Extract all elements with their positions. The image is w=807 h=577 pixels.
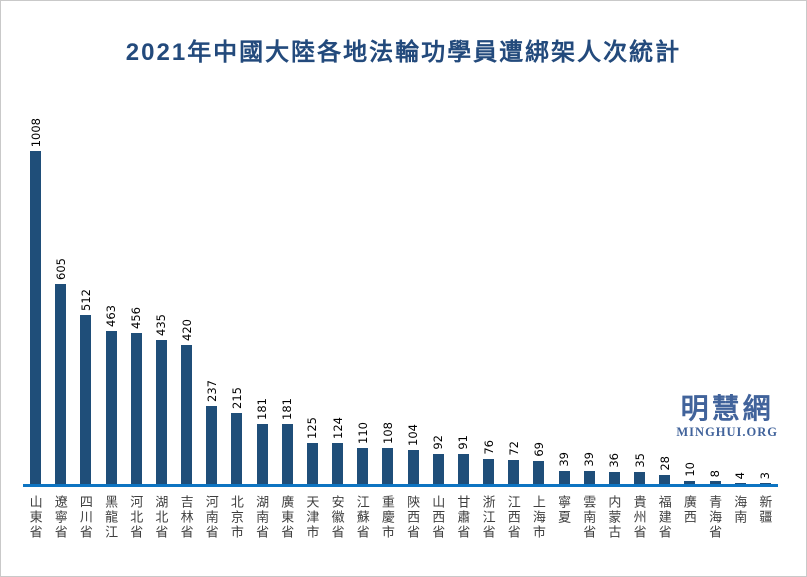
category-label: 新疆 xyxy=(757,495,773,525)
bar-value-label: 420 xyxy=(179,319,194,341)
category-label: 雲南省 xyxy=(581,495,597,540)
bar xyxy=(759,483,771,484)
category-label: 廣西 xyxy=(681,495,697,525)
bar xyxy=(734,483,746,484)
minghui-logo-text: 明慧網 xyxy=(680,393,774,424)
category-label: 河南省 xyxy=(203,495,219,540)
category-label: 四川省 xyxy=(77,495,93,540)
chart-title: 2021年中國大陸各地法輪功學員遭綁架人次統計 xyxy=(125,39,682,66)
category-label: 浙江省 xyxy=(480,495,496,540)
bar-value-label: 181 xyxy=(280,398,295,420)
bar xyxy=(558,471,570,484)
bar-value-label: 181 xyxy=(255,398,270,420)
x-axis-line xyxy=(23,484,778,487)
bar xyxy=(483,459,495,484)
category-label: 湖北省 xyxy=(153,495,169,540)
bar xyxy=(432,454,444,484)
bar xyxy=(684,481,696,484)
bar xyxy=(231,413,243,484)
category-label: 山西省 xyxy=(430,495,446,540)
bar xyxy=(256,424,268,484)
category-label: 甘肅省 xyxy=(455,495,471,540)
bar-value-label: 1008 xyxy=(28,117,43,147)
bar xyxy=(382,448,394,484)
bar xyxy=(608,472,620,484)
bar xyxy=(105,331,117,484)
bar-value-label: 108 xyxy=(380,422,395,444)
bar-value-label: 28 xyxy=(657,456,672,471)
bar-value-label: 76 xyxy=(481,440,496,455)
bar xyxy=(332,443,344,484)
bar xyxy=(130,333,142,484)
category-label: 湖南省 xyxy=(254,495,270,540)
bar xyxy=(634,472,646,484)
bar-value-label: 456 xyxy=(129,307,144,329)
bar-value-label: 237 xyxy=(204,380,219,402)
category-label: 寧夏 xyxy=(556,495,572,525)
category-label: 北京市 xyxy=(228,495,244,540)
bar-value-label: 435 xyxy=(154,314,169,336)
bar-value-label: 463 xyxy=(104,305,119,327)
category-label: 江蘇省 xyxy=(354,495,370,540)
bar-value-label: 104 xyxy=(406,424,421,446)
category-label: 河北省 xyxy=(128,495,144,540)
bar-value-label: 10 xyxy=(682,462,697,477)
bar-value-label: 69 xyxy=(531,442,546,457)
bar xyxy=(533,461,545,484)
bar xyxy=(55,284,67,484)
bar xyxy=(508,460,520,484)
bar-value-label: 8 xyxy=(708,469,723,477)
bar-value-label: 4 xyxy=(733,471,748,479)
category-label: 黑龍江 xyxy=(103,495,119,540)
category-label: 青海省 xyxy=(707,495,723,540)
category-label: 重慶市 xyxy=(379,495,395,540)
bar xyxy=(206,406,218,484)
bar xyxy=(357,448,369,484)
category-label: 山東省 xyxy=(27,495,43,540)
category-label: 福建省 xyxy=(656,495,672,540)
bar xyxy=(281,424,293,484)
category-label: 江西省 xyxy=(505,495,521,540)
category-label: 安徽省 xyxy=(329,495,345,540)
category-label: 廣東省 xyxy=(279,495,295,540)
bar-value-label: 39 xyxy=(557,452,572,467)
bar-value-label: 124 xyxy=(330,417,345,439)
bar xyxy=(181,345,193,484)
bar-value-label: 110 xyxy=(355,422,370,444)
bar xyxy=(659,475,671,484)
bar-value-label: 92 xyxy=(431,435,446,450)
category-label: 陝西省 xyxy=(405,495,421,540)
category-label: 海南 xyxy=(732,495,748,525)
bar-value-label: 215 xyxy=(229,387,244,409)
bar xyxy=(583,471,595,484)
bar-value-label: 91 xyxy=(456,435,471,450)
category-label: 遼寧省 xyxy=(52,495,68,540)
bar xyxy=(30,151,42,484)
bar xyxy=(80,315,92,484)
bar xyxy=(709,481,721,484)
category-label: 上海市 xyxy=(530,495,546,540)
bar xyxy=(155,340,167,484)
bar xyxy=(457,454,469,484)
category-label: 天津市 xyxy=(304,495,320,540)
bar-value-label: 35 xyxy=(632,453,647,468)
bar-value-label: 125 xyxy=(305,417,320,439)
minghui-watermark: 明慧網 MINGHUI.ORG xyxy=(676,393,778,440)
bar-value-label: 3 xyxy=(758,471,773,479)
bar xyxy=(306,443,318,484)
category-label: 吉林省 xyxy=(178,495,194,540)
bar-value-label: 72 xyxy=(506,441,521,456)
bar-value-label: 512 xyxy=(78,289,93,311)
minghui-site-url: MINGHUI.ORG xyxy=(676,425,778,439)
bar xyxy=(407,450,419,484)
category-label: 内蒙古 xyxy=(606,495,622,540)
bar-value-label: 39 xyxy=(582,452,597,467)
bar-value-label: 36 xyxy=(607,453,622,468)
category-label: 貴州省 xyxy=(631,495,647,540)
bar-value-label: 605 xyxy=(53,258,68,280)
